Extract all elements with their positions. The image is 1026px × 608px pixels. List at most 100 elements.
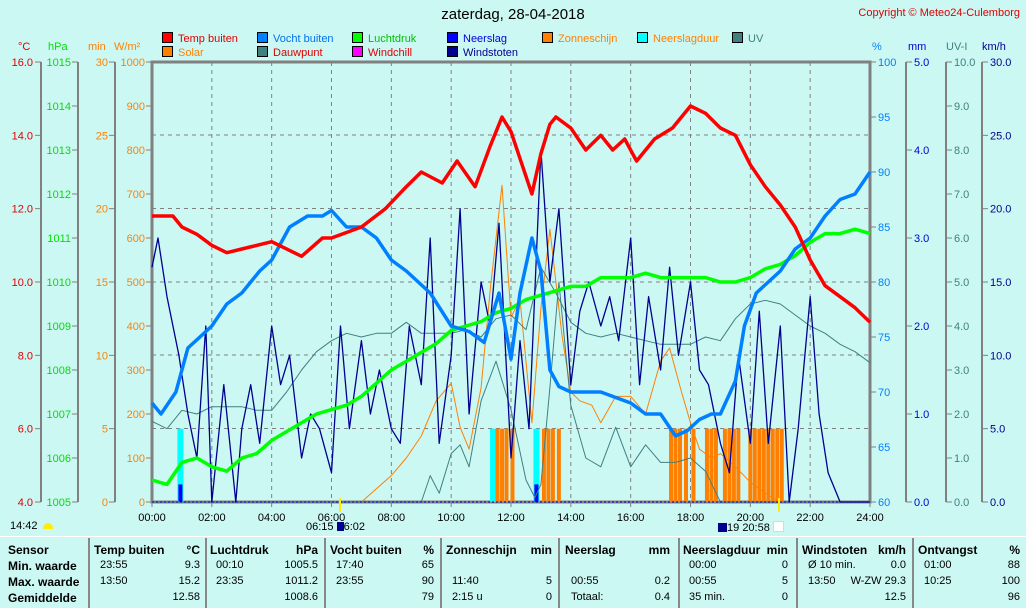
legend-label: Zonneschijn [558,33,618,45]
current-time: 14:42 [10,520,38,532]
x-tick-label: 24:00 [856,512,884,524]
column-divider [88,538,90,608]
tick-label: 10.0 [954,57,975,69]
bar-zonneschijn [775,428,780,502]
tick-label: 1008 [47,365,71,377]
tick-label: 10.0 [12,277,33,289]
axis-unit-label: UV-I [946,41,968,53]
bar-neerslagduur [533,428,540,502]
x-tick-label: 18:00 [677,512,705,524]
tick-label: 1010 [47,277,71,289]
tick-label: 90 [878,167,890,179]
table-header: % [1009,543,1020,557]
sunset-time: 20:58 [742,522,770,534]
table-cell: 15.2 [178,575,200,587]
tick-label: 3.0 [954,365,969,377]
series-temp-buiten [152,104,872,324]
statistics-table: Sensor Temp buiten °C Luchtdruk hPa Vocht bui… [0,538,1026,608]
sunrise-short: 6:02 [343,521,366,533]
legend-label: Dauwpunt [273,47,323,59]
table-cell: 88 [1007,559,1020,571]
legend-item: Vocht buiten [257,32,334,45]
chart-title: zaterdag, 28-04-2018 [441,6,585,23]
table-header: Gemiddelde [8,591,77,605]
legend-swatch [447,32,458,43]
table-cell: 2:15 u [452,591,483,603]
legend-swatch [352,32,363,43]
bar-zonneschijn [684,428,689,502]
table-cell: 00:00 [689,559,717,571]
sun-time-label: 14:42 [10,520,53,532]
tick-label: 15 [96,277,108,289]
table-header: Sensor [8,543,49,557]
tick-label: 900 [127,101,145,113]
legend-swatch [162,46,173,57]
table-cell: 96 [1007,591,1020,603]
axis-unit-label: W/m² [114,41,141,53]
table-cell: 23:55 [336,575,364,587]
bar-zonneschijn [766,428,771,502]
tick-label: 0.0 [954,497,969,509]
x-tick-label: 04:00 [258,512,286,524]
axis-unit-label: °C [18,41,31,53]
divider [0,536,1026,537]
bar-zonneschijn [550,428,555,502]
x-tick-label: 22:00 [796,512,824,524]
tick-label: 80 [878,277,890,289]
table-header: Max. waarde [8,575,80,589]
tick-label: 500 [127,277,145,289]
axis-unit-label: % [872,41,882,53]
legend-swatch [162,32,173,43]
table-cell: 12.5 [884,591,906,603]
table-header: Windstoten [802,543,868,557]
tick-label: 25 [96,130,108,142]
tick-label: 1000 [121,57,145,69]
tick-label: 70 [878,387,890,399]
tick-label: 10.0 [990,350,1011,362]
table-cell: 00:55 [571,575,599,587]
x-tick-label: 10:00 [437,512,465,524]
bar-zonneschijn [500,428,505,502]
table-header: min [530,543,552,557]
sunrise-icon [336,522,344,531]
tick-label: 12.0 [12,204,33,216]
x-tick-label: 14:00 [557,512,585,524]
tick-label: 6.0 [18,424,33,436]
tick-label: 5.0 [954,277,969,289]
table-header: km/h [877,543,906,557]
tick-label: 1014 [47,101,71,113]
table-cell: Totaal: [571,591,604,603]
bar-zonneschijn [779,428,784,502]
column-divider [205,538,207,608]
bar-zonneschijn [678,428,683,502]
x-tick-label: 00:00 [138,512,166,524]
table-header: Luchtdruk [210,543,269,557]
tick-label: 85 [878,222,890,234]
table-cell: 9.3 [184,559,200,571]
tick-label: 1012 [47,189,71,201]
axis-unit-label: km/h [982,41,1006,53]
legend-item: Solar [162,46,204,59]
bar-zonneschijn [770,428,775,502]
legend-swatch [542,32,553,43]
bar-zonneschijn [748,428,753,502]
tick-label: 4.0 [914,145,929,157]
tick-label: 1006 [47,453,71,465]
bar-zonneschijn [713,428,718,502]
bar-neerslag [178,484,183,502]
sunset-info: 19 20:58 [718,521,784,534]
legend-label: Luchtdruk [368,33,417,45]
tick-label: 0 [139,497,145,509]
table-cell: 13:50 [808,575,836,587]
tick-label: 5.0 [990,424,1005,436]
x-tick-label: 20:00 [737,512,765,524]
bar-zonneschijn [541,428,546,502]
x-tick-label: 12:00 [497,512,525,524]
tick-label: 8.0 [954,145,969,157]
x-tick-label: 06:00 [318,512,346,524]
table-cell: 00:55 [689,575,717,587]
legend-swatch [257,46,268,57]
legend-swatch [732,32,743,43]
tick-label: 95 [878,112,890,124]
table-header: Temp buiten [94,543,165,557]
